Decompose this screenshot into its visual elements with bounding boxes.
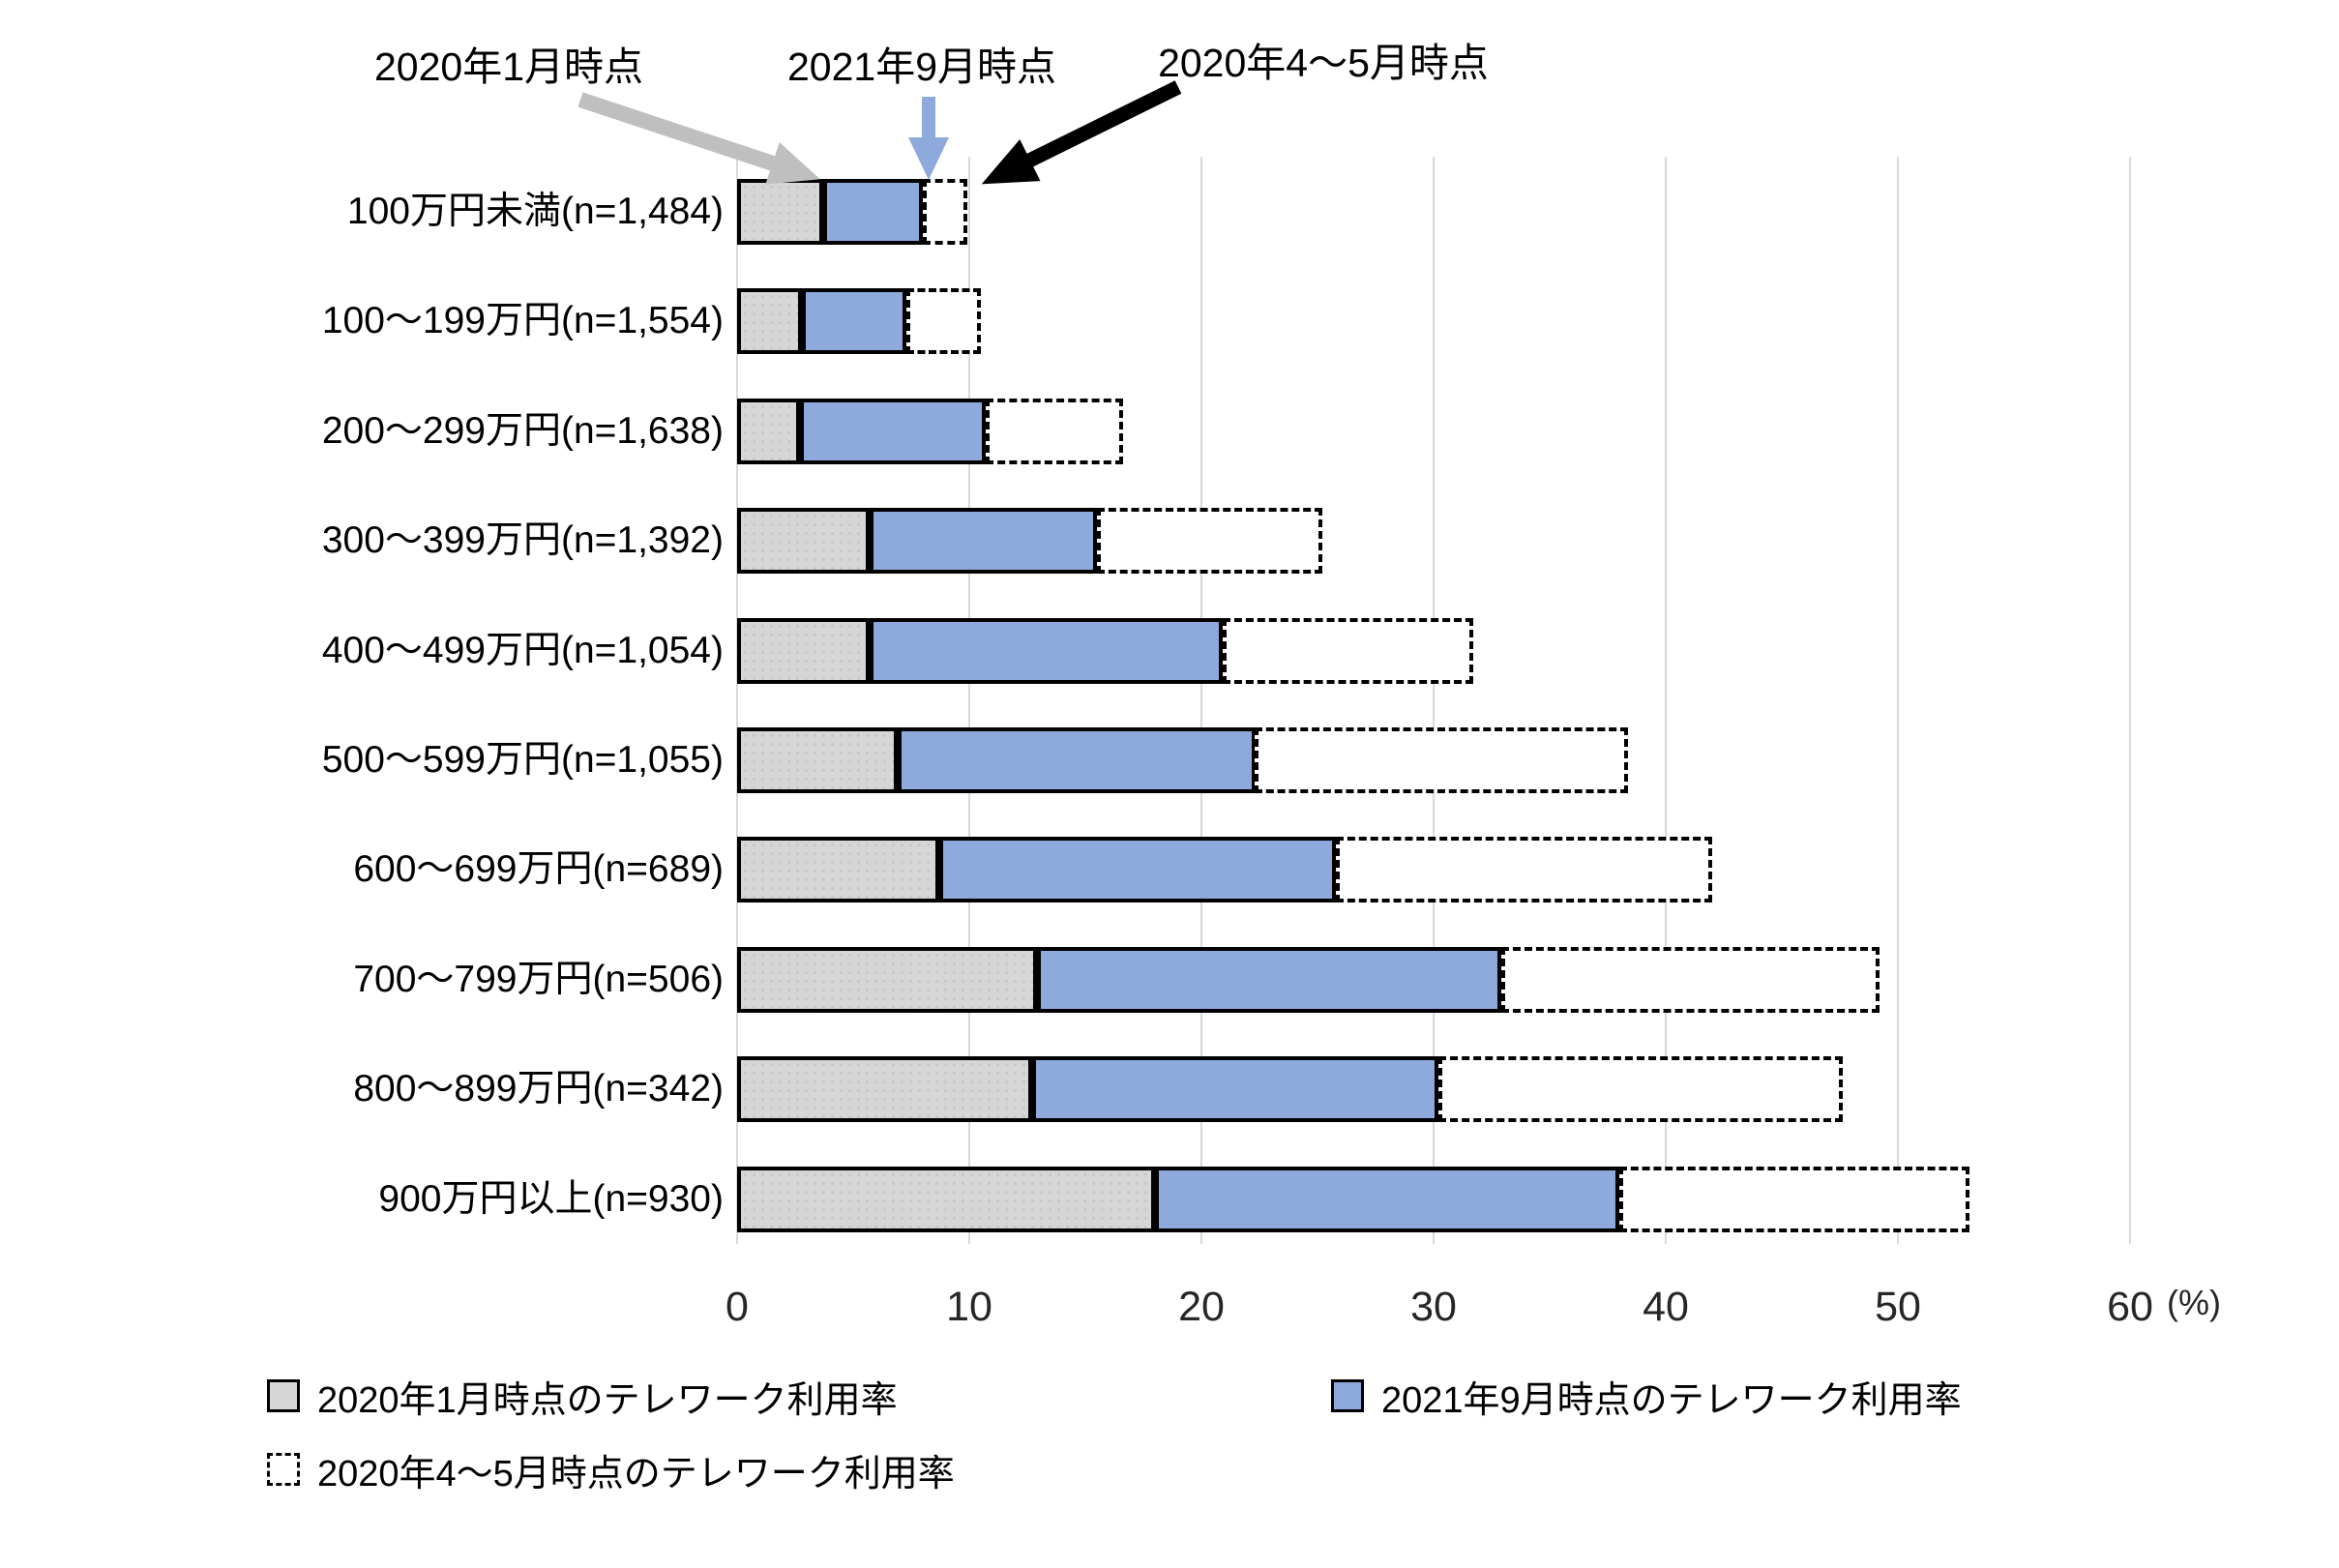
bar-segment-aprmay-2020 xyxy=(1097,508,1322,575)
bar-segment-aprmay-2020 xyxy=(1438,1056,1843,1123)
bar-segment-aprmay-2020 xyxy=(1223,617,1473,684)
category-label: 500～599万円(n=1,055) xyxy=(321,739,724,781)
axis-unit-label: (%) xyxy=(2167,1283,2221,1322)
bar-segment-jan-2020 xyxy=(737,727,898,793)
bar-segment-sep-2021 xyxy=(802,288,906,355)
bar-segment-aprmay-2020 xyxy=(1619,1166,1969,1232)
gridline-40 xyxy=(1665,157,1667,1244)
legend-label: 2021年9月時点のテレワーク利用率 xyxy=(1381,1379,1962,1421)
legend-item-jan-2020: 2020年1月時点のテレワーク利用率 xyxy=(267,1374,898,1421)
bar-segment-jan-2020 xyxy=(737,288,802,355)
bar-segment-jan-2020 xyxy=(737,398,800,464)
bar-segment-sep-2021 xyxy=(823,179,923,245)
bar-segment-sep-2021 xyxy=(1155,1166,1619,1232)
bar-segment-jan-2020 xyxy=(737,837,939,903)
bar-segment-jan-2020 xyxy=(737,617,870,684)
gridline-60 xyxy=(2129,157,2131,1244)
bar-segment-jan-2020 xyxy=(737,1166,1155,1232)
bar-segment-sep-2021 xyxy=(870,617,1223,684)
bar-segment-jan-2020 xyxy=(737,508,870,575)
bar-segment-sep-2021 xyxy=(939,837,1336,903)
annotation-aprmay-2020: 2020年4～5月時点 xyxy=(1158,41,1489,85)
bar-segment-aprmay-2020 xyxy=(1336,837,1712,903)
bar-segment-sep-2021 xyxy=(800,398,986,464)
gridline-10 xyxy=(968,157,970,1244)
annotation-sep-2021: 2021年9月時点 xyxy=(786,44,1056,89)
category-label: 100万円未満(n=1,484) xyxy=(346,191,724,232)
gridline-30 xyxy=(1433,157,1435,1244)
legend-item-sep-2021: 2021年9月時点のテレワーク利用率 xyxy=(1331,1374,1962,1421)
x-tick-60: 60 xyxy=(2107,1284,2153,1330)
bar-segment-aprmay-2020 xyxy=(1255,727,1628,793)
legend-label: 2020年4～5月時点のテレワーク利用率 xyxy=(317,1453,955,1494)
bar-row xyxy=(737,837,2130,903)
bar-segment-aprmay-2020 xyxy=(986,398,1123,464)
x-tick-20: 20 xyxy=(1178,1284,1225,1330)
bar-row xyxy=(737,288,2130,355)
bar-segment-aprmay-2020 xyxy=(923,179,967,245)
x-tick-0: 0 xyxy=(725,1284,749,1330)
category-label: 700～799万円(n=506) xyxy=(353,958,724,1000)
bar-row xyxy=(737,398,2130,464)
bar-segment-sep-2021 xyxy=(1032,1056,1438,1123)
annotation-jan-2020: 2020年1月時点 xyxy=(373,44,643,89)
gridline-50 xyxy=(1897,157,1899,1244)
legend-swatch-jan-2020 xyxy=(267,1379,300,1412)
bar-segment-sep-2021 xyxy=(898,727,1256,793)
category-label: 800～899万円(n=342) xyxy=(353,1068,724,1110)
bar-segment-sep-2021 xyxy=(1037,946,1501,1013)
category-label: 900万円以上(n=930) xyxy=(378,1177,724,1220)
bar-segment-aprmay-2020 xyxy=(906,288,981,355)
bar-row xyxy=(737,617,2130,684)
x-tick-50: 50 xyxy=(1875,1284,1921,1330)
x-tick-30: 30 xyxy=(1410,1284,1457,1330)
bar-segment-aprmay-2020 xyxy=(1501,946,1880,1013)
x-tick-10: 10 xyxy=(946,1284,992,1330)
category-label: 200～299万円(n=1,638) xyxy=(321,409,724,452)
legend-swatch-sep-2021 xyxy=(1331,1379,1364,1412)
bar-row xyxy=(737,946,2130,1013)
bar-row xyxy=(737,1056,2130,1123)
bar-row xyxy=(737,179,2130,245)
bar-segment-sep-2021 xyxy=(870,508,1097,575)
bar-segment-jan-2020 xyxy=(737,946,1037,1013)
category-label: 600～699万円(n=689) xyxy=(353,848,724,891)
gridline-20 xyxy=(1200,157,1202,1244)
x-tick-40: 40 xyxy=(1643,1284,1689,1330)
category-label: 400～499万円(n=1,054) xyxy=(321,629,724,671)
category-label: 300～399万円(n=1,392) xyxy=(321,519,724,562)
bar-segment-jan-2020 xyxy=(737,1056,1032,1123)
bar-row xyxy=(737,508,2130,575)
bar-row xyxy=(737,1166,2130,1232)
legend-swatch-aprmay-2020 xyxy=(267,1453,300,1486)
legend-item-aprmay-2020: 2020年4～5月時点のテレワーク利用率 xyxy=(267,1447,955,1494)
gridline-0 xyxy=(736,157,738,1244)
legend-label: 2020年1月時点のテレワーク利用率 xyxy=(317,1379,898,1421)
category-label: 100～199万円(n=1,554) xyxy=(321,300,724,342)
bar-row xyxy=(737,727,2130,793)
